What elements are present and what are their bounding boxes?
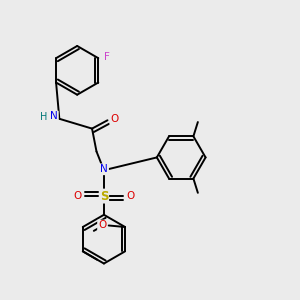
Text: O: O [126, 191, 134, 201]
Text: N: N [100, 164, 108, 174]
Text: O: O [74, 191, 82, 201]
Text: S: S [100, 190, 108, 202]
Text: O: O [110, 114, 118, 124]
Text: H: H [40, 112, 48, 122]
Text: O: O [98, 220, 106, 230]
Text: F: F [104, 52, 110, 62]
Text: N: N [50, 111, 58, 122]
